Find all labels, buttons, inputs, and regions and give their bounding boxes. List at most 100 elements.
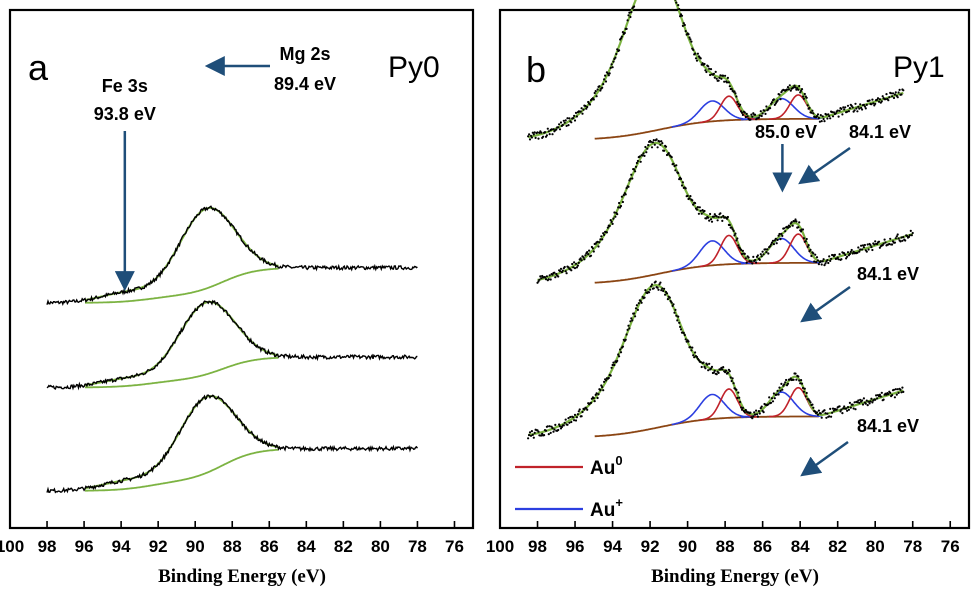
data-point: [891, 92, 895, 95]
data-point: [737, 391, 740, 394]
x-tick-label-84: 84: [297, 537, 316, 556]
data-point: [563, 265, 566, 269]
data-point: [683, 23, 686, 27]
data-point: [898, 88, 901, 91]
data-point: [644, 145, 647, 149]
panel-a-background-top: [85, 267, 279, 304]
data-point: [897, 237, 900, 240]
data-point: [831, 111, 834, 114]
data-point: [573, 119, 577, 122]
data-point: [555, 272, 558, 276]
panel-a-data: Fe 3s 93.8 eV Mg 2s 89.4 eV: [46, 44, 418, 494]
data-point: [627, 14, 630, 17]
data-point: [725, 217, 729, 220]
data-point: [679, 325, 682, 328]
data-point: [739, 103, 742, 106]
data-point: [675, 1, 678, 4]
data-point: [564, 270, 567, 273]
data-point: [778, 386, 781, 389]
data-point: [650, 283, 654, 286]
data-point: [740, 408, 744, 411]
data-point: [757, 116, 761, 119]
panel-a-data-middle: [46, 299, 418, 391]
data-point: [663, 287, 666, 290]
data-point: [610, 366, 613, 369]
data-point: [865, 103, 868, 106]
data-point: [800, 89, 803, 92]
data-point: [691, 199, 694, 202]
data-point: [692, 354, 695, 357]
data-point: [797, 226, 800, 229]
data-point: [779, 98, 782, 101]
data-point: [568, 117, 571, 120]
data-point: [842, 407, 845, 410]
annotation-84-1-middle-arrow: [800, 285, 851, 323]
data-point: [853, 109, 856, 112]
legend-sup-0: 0: [615, 453, 622, 468]
data-point: [743, 411, 746, 414]
data-point: [682, 22, 685, 25]
data-point: [531, 131, 534, 134]
data-point: [815, 256, 819, 259]
data-point: [861, 403, 865, 406]
data-point: [667, 152, 670, 155]
data-point: [599, 238, 602, 241]
data-point: [680, 184, 684, 187]
data-point: [629, 177, 632, 180]
data-point: [899, 240, 902, 243]
data-point: [538, 278, 541, 281]
data-point: [888, 96, 891, 99]
data-point: [772, 98, 776, 101]
data-point: [723, 80, 726, 83]
data-point: [901, 239, 904, 242]
data-point: [855, 107, 858, 110]
data-point: [677, 315, 680, 318]
data-point: [844, 253, 847, 256]
data-point: [559, 121, 563, 124]
data-point: [636, 159, 640, 163]
data-point: [874, 102, 877, 105]
legend-label-1: Au+: [590, 495, 623, 521]
data-point: [824, 412, 827, 415]
data-point: [856, 110, 859, 113]
data-point: [877, 100, 881, 103]
data-point: [798, 379, 801, 382]
data-point: [573, 419, 576, 422]
panel-b-background-middle: [594, 261, 819, 284]
panel-b-letter: b: [526, 49, 546, 90]
data-point: [804, 395, 807, 398]
data-point: [613, 363, 616, 367]
data-point: [838, 253, 841, 256]
data-point: [834, 112, 837, 115]
data-point: [575, 416, 579, 419]
data-point: [755, 261, 758, 264]
data-point: [740, 111, 744, 114]
data-point: [599, 389, 602, 392]
data-point: [791, 224, 794, 227]
data-point: [872, 102, 875, 105]
data-point: [844, 106, 847, 109]
data-point: [825, 416, 828, 419]
data-point: [736, 396, 739, 400]
data-point: [862, 246, 866, 249]
data-point: [672, 162, 675, 165]
data-point: [839, 410, 842, 413]
data-point: [743, 252, 746, 255]
data-point: [688, 197, 691, 200]
data-point: [894, 388, 897, 391]
data-point: [738, 396, 741, 399]
data-point: [811, 109, 814, 112]
data-point: [908, 234, 912, 237]
data-point: [631, 177, 634, 180]
data-point: [686, 194, 689, 197]
data-point: [863, 105, 867, 108]
data-point: [801, 386, 805, 390]
data-point: [705, 70, 708, 74]
data-point: [542, 135, 545, 138]
data-point: [767, 252, 770, 255]
data-point: [793, 84, 796, 87]
data-point: [852, 250, 855, 253]
data-point: [576, 264, 580, 267]
data-point: [851, 106, 854, 109]
data-point: [660, 289, 663, 292]
